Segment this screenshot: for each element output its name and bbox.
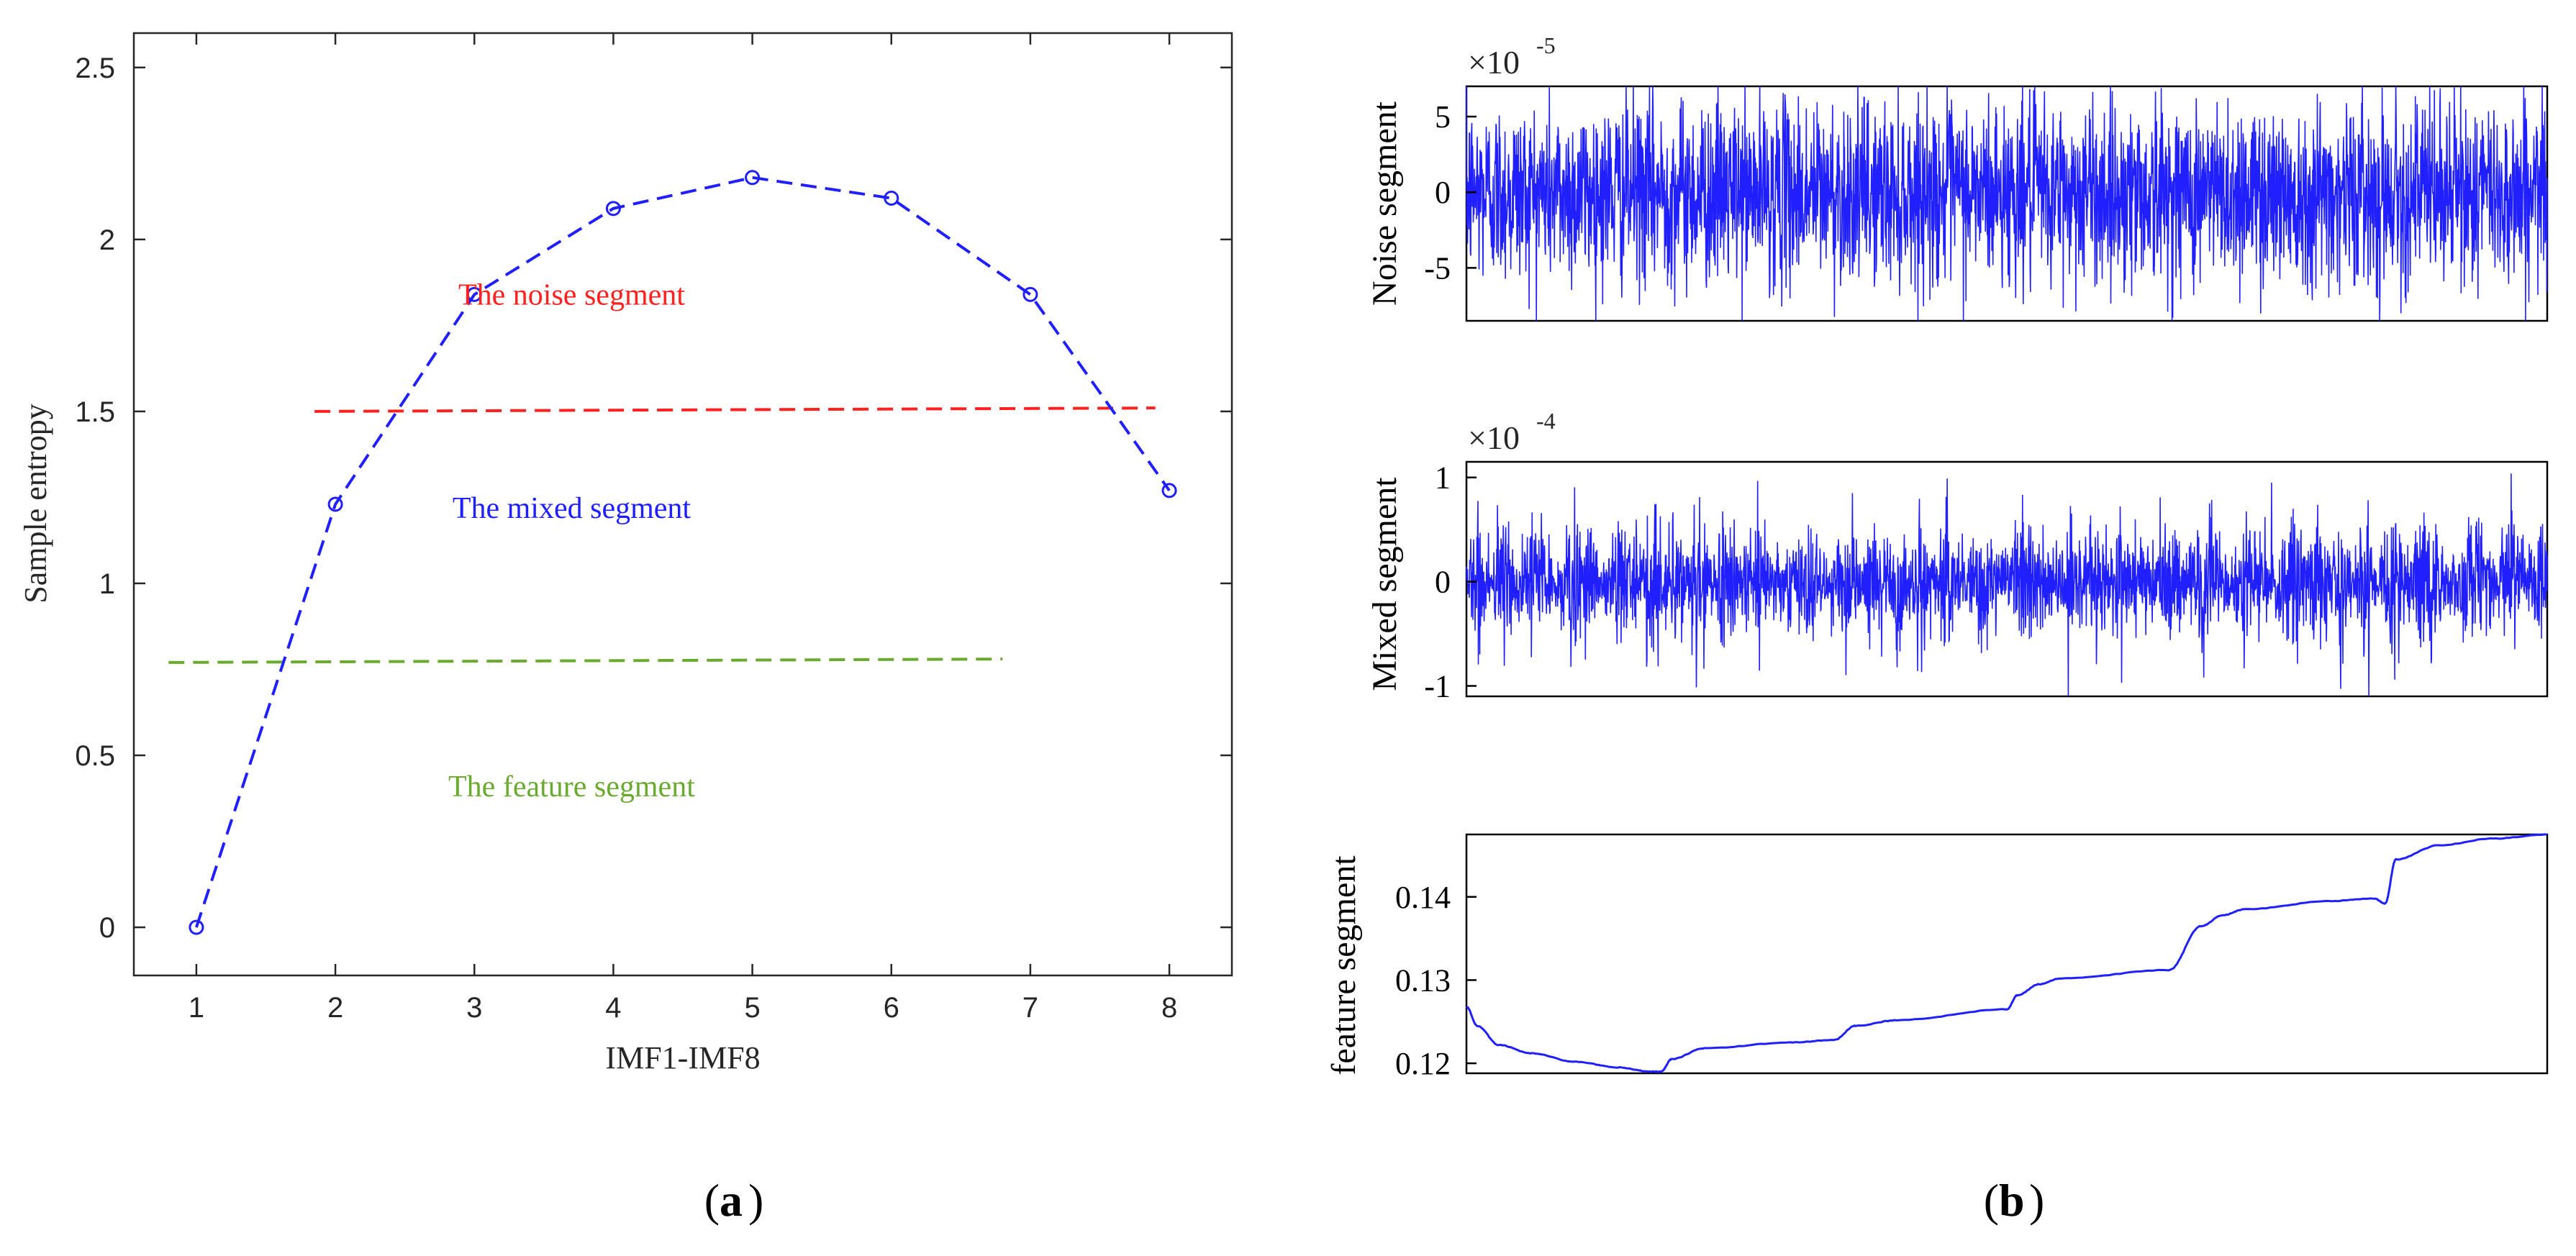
- x-tick-label: 6: [884, 992, 899, 1024]
- panel-b-label: ( b ): [1984, 1175, 2045, 1226]
- svg-text:×10: ×10: [1468, 44, 1520, 81]
- panel-a-reference-lines: [168, 406, 1156, 664]
- panel-a-y-axis-label: Sample entropy: [18, 404, 53, 603]
- y-tick-label: 0.14: [1395, 880, 1451, 915]
- noise-exponent-label: ×10 -5: [1468, 32, 1556, 81]
- y-tick-label: 2.5: [75, 53, 115, 84]
- svg-text:): ): [748, 1175, 763, 1226]
- panel-a-x-axis-label: IMF1-IMF8: [605, 1040, 760, 1075]
- sample-entropy-point: [1161, 483, 1177, 499]
- panel-b-feature-chart: 0.12 0.13 0.14 feature segment: [1325, 833, 2549, 1081]
- panel-b-noise-chart: -5 0 5 ×10 -5 Noise segment: [1366, 32, 2549, 322]
- panel-a-chart: 1 2 3 4 5 6 7 8 0 0.5 1 1.5 2 2.5 The noise segment T…: [18, 32, 1233, 1226]
- feature-threshold-line: [168, 657, 1003, 664]
- sample-entropy-point: [327, 496, 343, 512]
- panel-b-letter: b: [1999, 1175, 2025, 1226]
- x-tick-label: 1: [189, 992, 204, 1024]
- svg-text:): ): [2029, 1175, 2044, 1226]
- panel-b-mixed-chart: -1 0 1 ×10 -4 Mixed segment: [1366, 408, 2549, 704]
- y-tick-label: -1: [1424, 669, 1451, 704]
- panel-b-feature-ticks: 0.12 0.13 0.14: [1395, 880, 1477, 1081]
- x-tick-label: 8: [1161, 992, 1177, 1024]
- y-tick-label: 0.5: [75, 740, 115, 772]
- panel-b-feature-y-axis-label: feature segment: [1325, 855, 1363, 1075]
- noise-threshold-line: [314, 406, 1156, 413]
- annotation-noise-segment: The noise segment: [458, 278, 685, 311]
- noise-segment-signal: [1466, 86, 2548, 322]
- svg-text:(: (: [704, 1175, 720, 1226]
- sample-entropy-point: [1022, 286, 1038, 302]
- mixed-segment-signal: [1466, 473, 2548, 697]
- panel-b-mixed-ticks: -1 0 1: [1424, 460, 1477, 704]
- y-tick-label: 2: [99, 224, 115, 256]
- svg-text:(: (: [1984, 1175, 1999, 1226]
- svg-text:-5: -5: [1536, 32, 1556, 58]
- panel-a-ticks: [134, 33, 1232, 975]
- panel-a-series: [189, 170, 1177, 935]
- y-tick-label: 1: [99, 568, 115, 600]
- panel-a-axes-frame: [132, 32, 1233, 977]
- x-tick-label: 2: [327, 992, 343, 1024]
- y-tick-label: -5: [1424, 250, 1451, 286]
- y-tick-label: 0.13: [1395, 963, 1451, 998]
- x-tick-label: 5: [744, 992, 760, 1024]
- svg-text:-4: -4: [1536, 408, 1556, 434]
- mixed-exponent-label: ×10 -4: [1468, 408, 1556, 456]
- signal-trace: [1466, 473, 2548, 697]
- sample-entropy-line: [194, 176, 1171, 928]
- x-tick-label: 3: [466, 992, 482, 1024]
- panel-a-letter: a: [720, 1175, 743, 1226]
- y-tick-label: 1: [1435, 460, 1451, 496]
- panel-b-feature-axes-frame: [1465, 833, 2549, 1075]
- y-tick-label: 0: [1435, 175, 1451, 210]
- feature-segment-signal: [1465, 833, 2548, 1073]
- y-tick-label: 5: [1435, 99, 1451, 135]
- annotation-mixed-segment: The mixed segment: [453, 492, 691, 525]
- panel-b-noise-y-axis-label: Noise segment: [1366, 101, 1404, 306]
- y-tick-label: 0: [1435, 565, 1451, 600]
- svg-text:×10: ×10: [1468, 419, 1520, 456]
- panel-b-mixed-y-axis-label: Mixed segment: [1366, 477, 1404, 691]
- panel-a-tick-labels: 1 2 3 4 5 6 7 8 0 0.5 1 1.5 2 2.5: [75, 53, 1177, 1024]
- panel-b-noise-ticks: -5 0 5: [1424, 99, 1477, 286]
- sample-entropy-point: [745, 170, 761, 186]
- panel-a-label: ( a ): [704, 1175, 764, 1226]
- sample-entropy-point: [884, 190, 899, 206]
- y-tick-label: 0.12: [1395, 1046, 1451, 1081]
- x-tick-label: 4: [605, 992, 621, 1024]
- sample-entropy-point: [605, 201, 621, 217]
- panel-a-annotations: The noise segment The mixed segment The …: [448, 278, 695, 804]
- feature-trace: [1465, 833, 2548, 1073]
- x-tick-label: 7: [1022, 992, 1038, 1024]
- sample-entropy-point: [466, 286, 482, 302]
- sample-entropy-point: [189, 919, 204, 935]
- y-tick-label: 0: [99, 912, 115, 944]
- signal-trace: [1466, 86, 2548, 322]
- y-tick-label: 1.5: [75, 396, 115, 428]
- annotation-feature-segment: The feature segment: [448, 770, 695, 804]
